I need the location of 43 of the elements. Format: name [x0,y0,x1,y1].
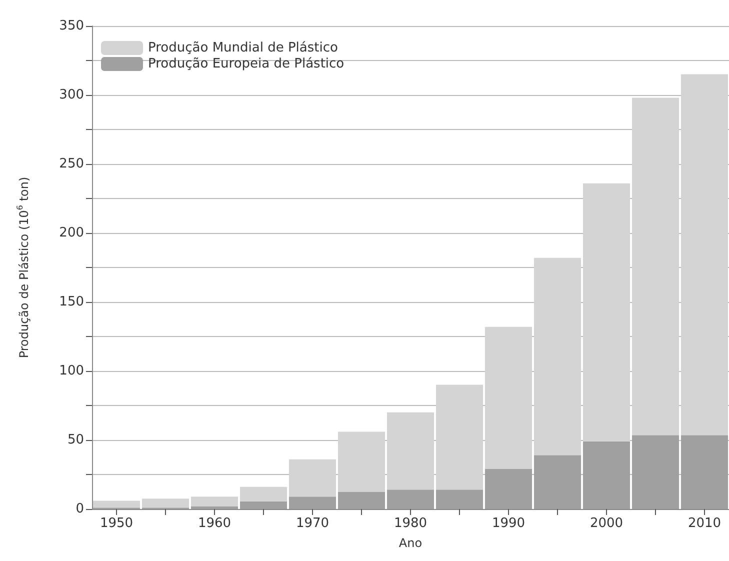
y-axis-title: Produção de Plástico (106 ton) [16,176,31,358]
y-tick-label: 350 [59,18,84,34]
legend-label: Produção Europeia de Plástico [148,56,344,72]
bar [632,98,680,436]
y-tick-label: 200 [59,226,84,240]
x-tick-label: 1970 [296,516,330,531]
bar [386,490,434,509]
bar [142,498,190,508]
y-tick-label: 50 [67,432,84,448]
bar [190,496,238,506]
bar [338,492,386,509]
x-tick-label: 1990 [492,516,526,531]
bar [680,74,728,436]
y-tick-label: 300 [59,88,84,102]
bar [632,435,680,509]
bar [288,496,336,509]
y-tick-label: 0 [76,502,84,516]
x-axis-title: Ano [398,536,422,550]
bar [92,500,140,508]
bar [436,384,484,490]
x-tick-label: 1960 [198,516,232,531]
x-tick-label: 1950 [100,516,134,531]
y-tick-label: 100 [59,364,84,378]
bar [288,459,336,497]
y-tick-label: 250 [59,156,84,172]
bar [240,501,288,509]
bar [386,412,434,490]
y-tick-label: 150 [59,294,84,310]
bar [680,435,728,509]
legend-label: Produção Mundial de Plástico [148,40,338,56]
bar [534,455,582,509]
bar [582,183,630,442]
bar [190,506,238,509]
bar [240,486,288,502]
x-tick-label: 2000 [590,516,624,531]
x-tick-label: 2010 [688,516,722,531]
bar [484,468,532,509]
bar [484,326,532,469]
bar [534,258,582,456]
bar [582,441,630,509]
bar [338,432,386,492]
bar [436,490,484,509]
x-tick-label: 1980 [394,516,428,531]
